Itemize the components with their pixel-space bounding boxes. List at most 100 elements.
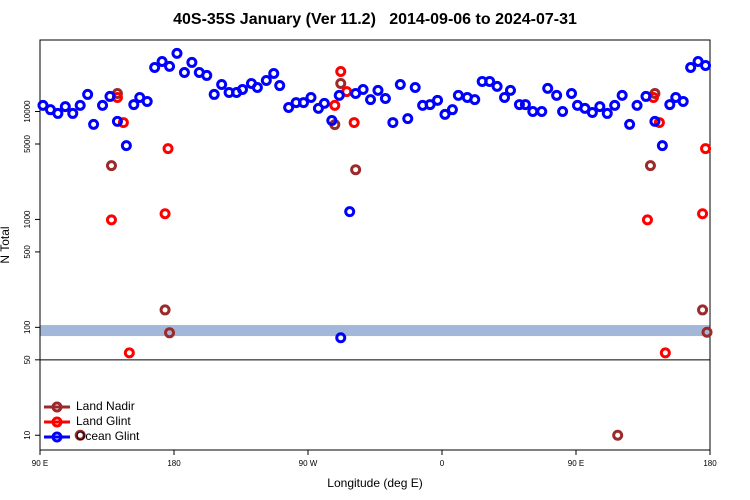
x-tick-label: 90 E (32, 459, 48, 468)
y-tick-label: 10000 (23, 100, 32, 123)
y-tick-label: 100 (23, 320, 32, 334)
data-point (329, 99, 341, 111)
data-point (365, 94, 377, 106)
data-point (105, 160, 117, 172)
data-point (333, 89, 345, 101)
data-point (52, 107, 64, 119)
y-tick-label: 50 (23, 355, 32, 364)
data-point (664, 99, 676, 111)
data-point (616, 89, 628, 101)
data-point (701, 326, 713, 338)
data-point (586, 106, 598, 118)
data-point (609, 99, 621, 111)
data-point (37, 99, 49, 111)
data-point (536, 106, 548, 118)
data-point (318, 97, 330, 109)
data-point (111, 115, 123, 127)
x-tick-label: 180 (703, 459, 717, 468)
data-point (104, 90, 116, 102)
legend-marker (51, 431, 63, 443)
data-point (504, 84, 516, 96)
data-point (251, 81, 263, 93)
data-point (402, 113, 414, 125)
data-point (59, 101, 71, 113)
data-point (700, 143, 712, 155)
data-point (350, 164, 362, 176)
legend-marker (51, 416, 63, 428)
data-point (484, 75, 496, 87)
data-point (274, 80, 286, 92)
data-point (178, 66, 190, 78)
data-point (335, 77, 347, 89)
x-tick-label: 90 E (568, 459, 584, 468)
y-tick-label: 500 (23, 245, 32, 259)
data-point (432, 94, 444, 106)
data-point (201, 69, 213, 81)
data-point (379, 93, 391, 105)
data-point (162, 143, 174, 155)
data-point (164, 327, 176, 339)
data-point (499, 91, 511, 103)
data-point (491, 80, 503, 92)
data-point (357, 83, 369, 95)
reference-band (40, 325, 710, 337)
data-point (67, 107, 79, 119)
data-point (216, 78, 228, 90)
data-point (186, 56, 198, 68)
y-tick-label: 5000 (23, 135, 32, 153)
data-point (344, 206, 356, 218)
data-point (624, 118, 636, 130)
data-point (631, 99, 643, 111)
data-point (439, 108, 451, 120)
data-point (649, 115, 661, 127)
data-point (452, 89, 464, 101)
y-tick-label: 1000 (23, 210, 32, 228)
data-point (141, 95, 153, 107)
legend-label: Ocean Glint (76, 429, 140, 443)
data-point (700, 59, 712, 71)
data-point (656, 140, 668, 152)
data-point (208, 88, 220, 100)
x-tick-label: 0 (440, 459, 445, 468)
data-point (527, 106, 539, 118)
data-point (446, 104, 458, 116)
data-point (697, 208, 709, 220)
data-point (513, 99, 525, 111)
data-point (156, 55, 168, 67)
data-point (348, 117, 360, 129)
y-tick-label: 10 (23, 430, 32, 439)
data-point (697, 304, 709, 316)
data-point (149, 61, 161, 73)
data-point (120, 140, 132, 152)
data-point (88, 118, 100, 130)
data-point (260, 74, 272, 86)
legend-marker (51, 401, 63, 413)
data-point (335, 332, 347, 344)
data-point (236, 83, 248, 95)
chart-title: 40S-35S January (Ver 11.2) 2014-09-06 to… (173, 11, 577, 28)
legend-label: Land Glint (76, 414, 131, 428)
data-point (566, 87, 578, 99)
data-point (612, 429, 624, 441)
x-axis-label: Longitude (deg E) (327, 476, 422, 490)
data-point (74, 429, 86, 441)
data-point (123, 347, 135, 359)
data-point (394, 78, 406, 90)
plot-frame (39, 39, 711, 451)
data-point (164, 60, 176, 72)
data-point (372, 84, 384, 96)
data-point (298, 97, 310, 109)
data-point (551, 89, 563, 101)
data-point (659, 347, 671, 359)
data-point (519, 99, 531, 111)
data-point (469, 94, 481, 106)
data-point (326, 115, 338, 127)
data-point (82, 88, 94, 100)
data-point (97, 99, 109, 111)
data-point (557, 106, 569, 118)
data-point (387, 117, 399, 129)
y-axis-label: N Total (0, 226, 12, 263)
data-point (105, 214, 117, 226)
legend-label: Land Nadir (76, 399, 135, 413)
